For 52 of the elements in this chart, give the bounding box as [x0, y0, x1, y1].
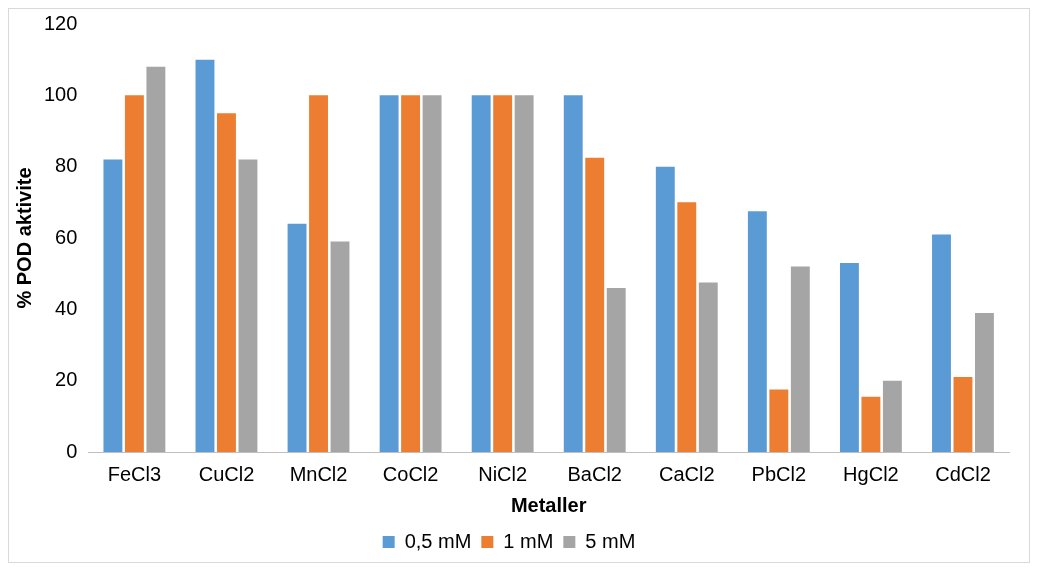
bar [882, 380, 902, 452]
y-tick-label: 80 [55, 154, 78, 177]
bar [563, 95, 583, 452]
bar [514, 95, 534, 452]
x-tick-label: CdCl2 [935, 462, 991, 485]
x-tick-label: MnCl2 [289, 462, 348, 485]
x-tick-label: BaCl2 [567, 462, 622, 485]
bar [471, 95, 491, 452]
x-tick-label: PbCl2 [751, 462, 807, 485]
bar [422, 95, 442, 452]
bar [932, 234, 951, 452]
bar [146, 66, 166, 452]
legend-label: 1 mM [503, 529, 554, 552]
y-tick-label: 40 [55, 296, 78, 319]
x-axis-title: Metaller [510, 493, 587, 516]
bar [195, 59, 215, 452]
bar [330, 241, 350, 452]
bar [606, 287, 626, 452]
x-tick-label: CuCl2 [198, 462, 255, 485]
bar [287, 223, 307, 452]
y-tick-label: 60 [55, 225, 78, 248]
x-tick-label: NiCl2 [478, 462, 528, 485]
bar [677, 202, 697, 452]
bar [493, 95, 513, 452]
legend-label: 0,5 mM [404, 529, 472, 552]
bar [238, 159, 258, 452]
y-tick-label: 120 [43, 11, 78, 34]
bar [103, 159, 123, 452]
y-tick-label: 100 [43, 82, 78, 105]
bar [217, 113, 236, 452]
bar [975, 312, 994, 452]
bar [790, 266, 810, 452]
bar [861, 396, 881, 452]
bar [379, 95, 399, 452]
x-tick-label: FeCl3 [107, 462, 162, 485]
bar [953, 377, 973, 452]
bar [124, 95, 144, 452]
bar [309, 95, 328, 452]
y-tick-label: 0 [66, 439, 78, 462]
y-axis-title: % POD aktivite [12, 167, 35, 309]
y-tick-label: 20 [55, 368, 78, 391]
x-tick-label: HgCl2 [843, 462, 899, 485]
bar [769, 389, 789, 452]
x-tick-label: CoCl2 [382, 462, 439, 485]
bar [585, 157, 605, 452]
bar [655, 166, 675, 452]
bar [747, 211, 767, 452]
x-tick-label: CaCl2 [658, 462, 715, 485]
bar [401, 95, 421, 452]
bar [839, 262, 859, 452]
legend-label: 5 mM [585, 529, 636, 552]
bar [698, 282, 718, 452]
